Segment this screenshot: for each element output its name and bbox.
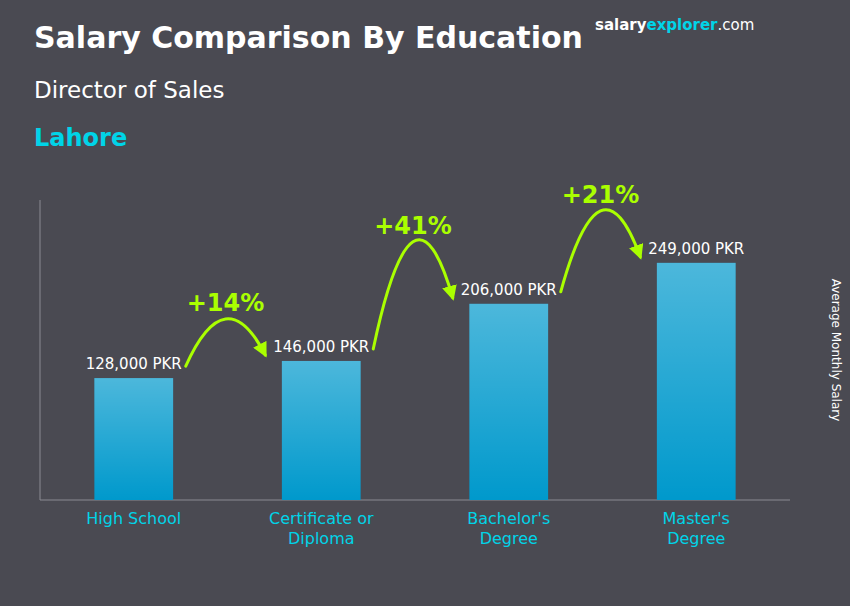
x-tick-label-line: Bachelor's [467, 509, 550, 528]
y-axis-label: Average Monthly Salary [829, 279, 843, 422]
change-arc [186, 319, 266, 366]
bar [469, 304, 548, 500]
chart-container: Salary Comparison By Education salaryexpl… [0, 0, 850, 606]
annotation: Lahore [34, 124, 127, 152]
x-tick-label-line: Diploma [288, 529, 355, 548]
x-tick-label: Bachelor'sDegree [467, 509, 550, 548]
bar-shade [469, 304, 548, 500]
y-axis-line [40, 200, 41, 500]
change-label: +21% [562, 181, 640, 209]
watermark-part: .com [718, 16, 755, 34]
bar [657, 263, 736, 500]
change-arc [373, 240, 453, 349]
watermark-part: explorer [647, 16, 719, 34]
x-tick-label-line: High School [86, 509, 181, 528]
x-tick-label-line: Certificate or [269, 509, 374, 528]
background [0, 0, 850, 606]
bar [282, 361, 361, 500]
bar [94, 378, 173, 500]
bars [94, 263, 735, 500]
subtitle: Director of Sales [34, 77, 224, 103]
data-label: 128,000 PKR [86, 355, 182, 373]
data-label: 146,000 PKR [273, 338, 369, 356]
watermark-part: salary [595, 16, 647, 34]
title: Salary Comparison By Education [34, 20, 583, 55]
change-arc [561, 210, 641, 292]
chart-svg: Salary Comparison By Education salaryexpl… [0, 0, 850, 606]
watermark: salaryexplorer.com [595, 16, 754, 34]
bar-shade [657, 263, 736, 500]
change-label: +41% [374, 212, 452, 240]
x-tick-label: Master'sDegree [663, 509, 730, 548]
data-label: 249,000 PKR [648, 240, 744, 258]
change-label: +14% [187, 289, 265, 317]
bar-shade [282, 361, 361, 500]
data-label: 206,000 PKR [461, 281, 557, 299]
x-tick-label-line: Degree [667, 529, 725, 548]
x-tick-label-line: Degree [480, 529, 538, 548]
bar-shade [94, 378, 173, 500]
x-tick-label: High School [86, 509, 181, 528]
x-tick-label: Certificate orDiploma [269, 509, 374, 548]
x-tick-label-line: Master's [663, 509, 730, 528]
